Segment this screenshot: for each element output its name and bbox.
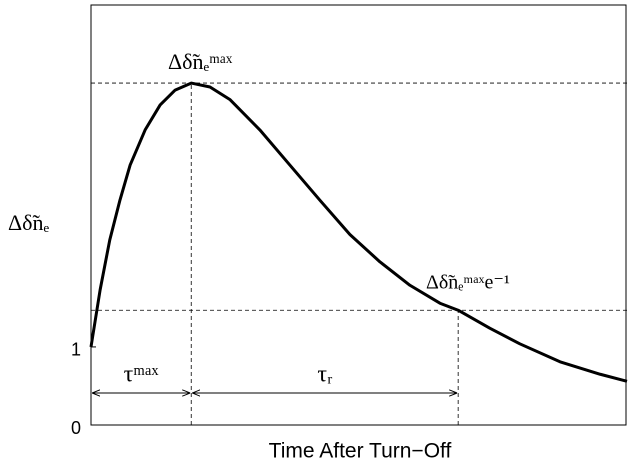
x-axis-label: Time After Turn−Off bbox=[269, 440, 452, 463]
annotation: Δδ̃nₑᵐᵃˣe⁻¹ bbox=[426, 272, 510, 294]
y-axis-label: Δδ̃nₑ bbox=[8, 210, 50, 235]
curve bbox=[89, 81, 628, 383]
annotation: Δδ̃nₑᵐᵃˣ bbox=[168, 49, 233, 74]
plot-frame bbox=[90, 4, 627, 426]
y-tick-label: 0 bbox=[71, 418, 81, 438]
y-tick-label: 1 bbox=[71, 340, 81, 360]
annotation: τᵣ bbox=[317, 362, 332, 388]
annotation: τᵐᵃˣ bbox=[124, 362, 159, 388]
